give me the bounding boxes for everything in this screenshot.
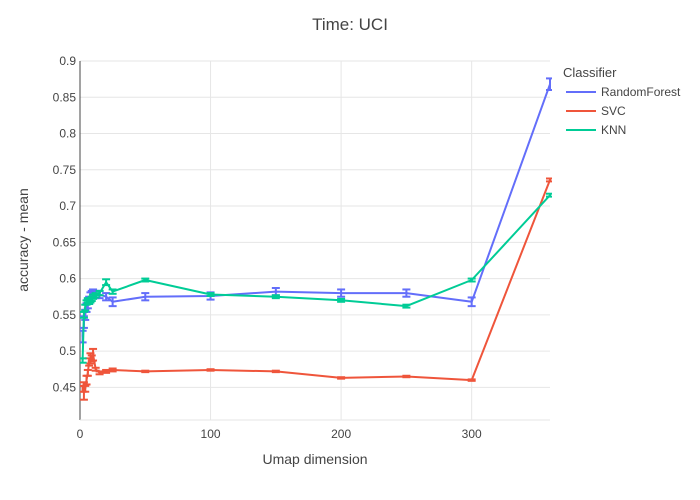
legend-title: Classifier [563, 65, 617, 80]
y-tick-label: 0.8 [59, 127, 76, 141]
tick-labels: 0 100 200 300 0.45 0.5 0.55 0.6 0.65 0.7 0.75 0.8 0.… [53, 54, 482, 441]
axes [79, 61, 550, 421]
y-tick-label: 0.75 [53, 163, 77, 177]
series-line-knn [81, 194, 551, 361]
gridlines [80, 60, 550, 420]
series-line-svc [81, 179, 551, 392]
chart-title: Time: UCI [312, 15, 388, 34]
legend-items: RandomForest SVC KNN [566, 85, 681, 137]
y-tick-label: 0.55 [53, 308, 77, 322]
series-knn [80, 192, 552, 364]
y-tick-label: 0.6 [59, 272, 76, 286]
x-axis-title: Umap dimension [262, 451, 367, 467]
y-tick-label: 0.85 [53, 90, 77, 104]
legend-label-svc: SVC [601, 104, 626, 118]
x-tick-label: 300 [462, 427, 482, 441]
x-tick-label: 100 [201, 427, 221, 441]
legend: Classifier RandomForest SVC KNN [563, 65, 681, 137]
x-tick-label: 200 [331, 427, 351, 441]
legend-label-knn: KNN [601, 123, 626, 137]
series-svc [80, 177, 552, 401]
y-tick-label: 0.7 [59, 199, 76, 213]
y-tick-label: 0.9 [59, 54, 76, 68]
legend-label-randomforest: RandomForest [601, 85, 681, 99]
y-tick-label: 0.45 [53, 380, 77, 394]
series-layer [80, 77, 552, 401]
y-tick-label: 0.5 [59, 344, 76, 358]
x-tick-label: 0 [77, 427, 84, 441]
y-tick-label: 0.65 [53, 235, 77, 249]
y-axis-title: accuracy - mean [15, 188, 31, 291]
